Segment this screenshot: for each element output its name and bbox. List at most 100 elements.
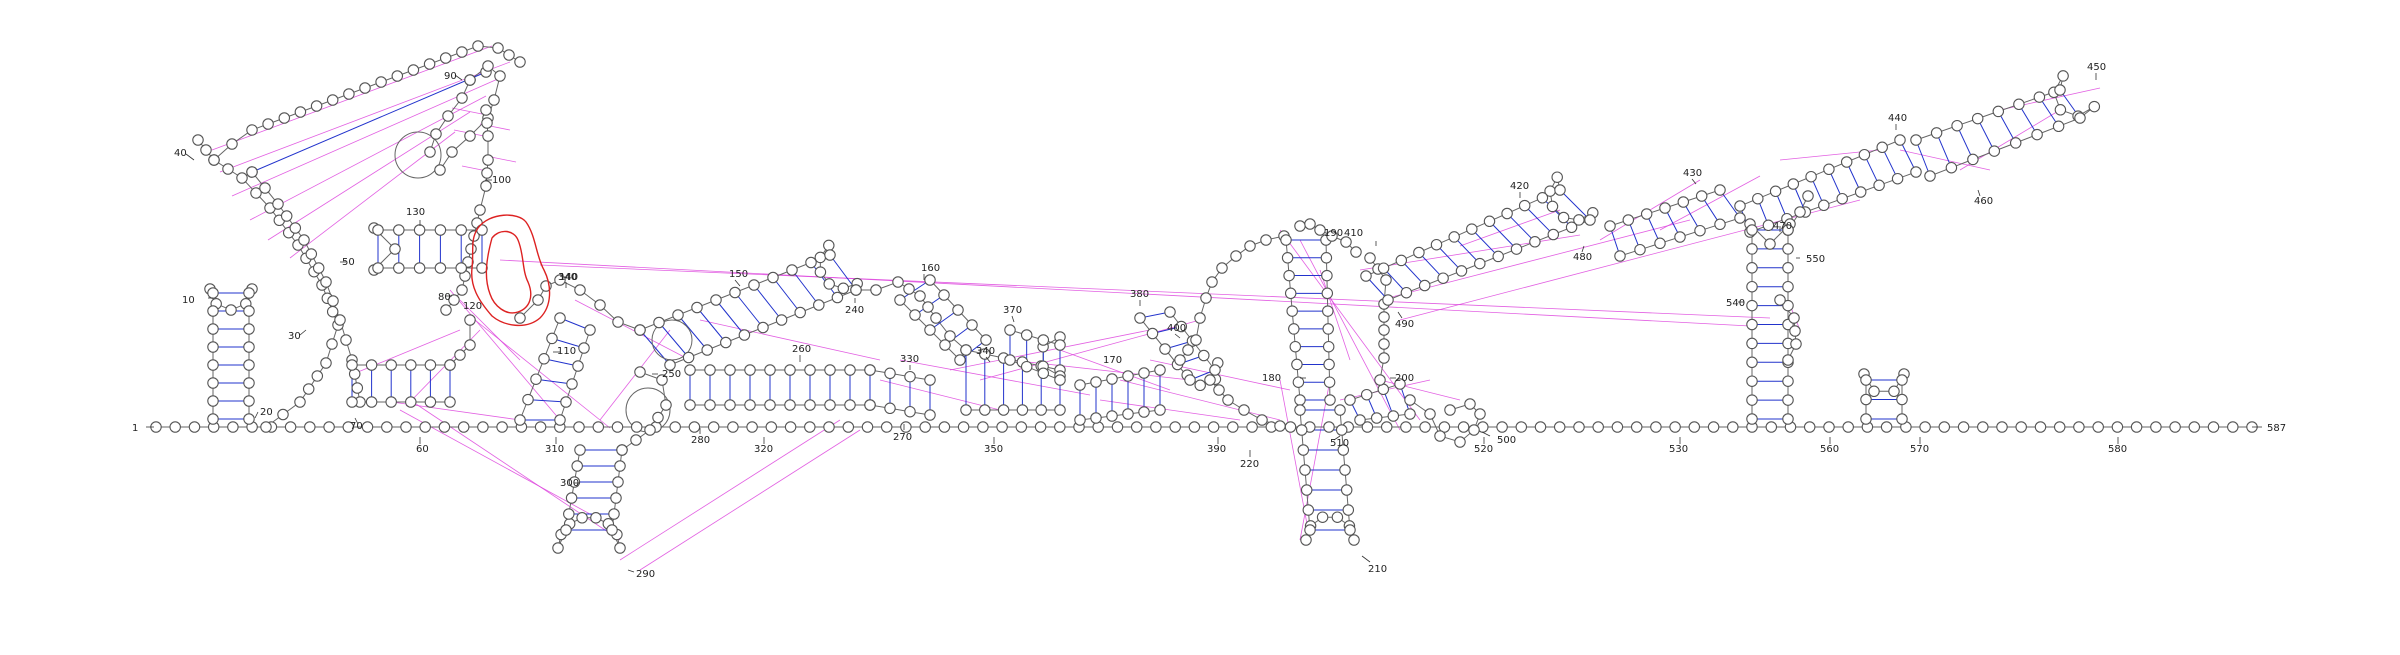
nucleotide xyxy=(804,421,816,433)
nucleotide xyxy=(554,414,566,426)
nucleotide xyxy=(1860,413,1872,425)
base-pair xyxy=(1881,147,1899,179)
nucleotide xyxy=(1557,211,1570,224)
backbone-segment xyxy=(1325,239,1331,401)
nucleotide xyxy=(2188,421,2201,433)
nucleotides xyxy=(150,40,2258,554)
nucleotide xyxy=(423,58,436,70)
nucleotide xyxy=(1437,272,1449,284)
nucleotide xyxy=(804,399,816,411)
nucleotide xyxy=(1842,421,1854,433)
pos-label-350: 350 xyxy=(984,444,1003,455)
nucleotide xyxy=(464,339,476,351)
nucleotide xyxy=(824,364,836,376)
position-tick xyxy=(1691,178,1697,185)
nucleotide xyxy=(1536,192,1549,204)
nucleotide xyxy=(630,434,642,446)
nucleotide xyxy=(444,396,456,408)
nucleotide xyxy=(482,130,494,142)
nucleotide xyxy=(1977,421,1989,433)
nucleotide xyxy=(1896,413,1908,425)
nucleotide xyxy=(563,508,575,520)
nucleotide xyxy=(1695,190,1708,202)
backbone-segment xyxy=(1359,413,1411,421)
nucleotide xyxy=(669,421,681,433)
nucleotide xyxy=(1573,421,1585,433)
nucleotide xyxy=(1764,238,1776,250)
nucleotide xyxy=(477,421,489,433)
nucleotide xyxy=(765,421,778,433)
nucleotide xyxy=(1430,238,1443,251)
position-tick xyxy=(627,569,635,573)
pos-label-180: 180 xyxy=(1262,373,1281,384)
nucleotide xyxy=(924,409,936,421)
nucleotide xyxy=(1354,414,1366,426)
nucleotide xyxy=(302,383,315,395)
nucleotide xyxy=(1342,504,1355,516)
nucleotide xyxy=(1746,318,1758,331)
long-range-link xyxy=(1379,379,1461,401)
nucleotide xyxy=(980,334,992,346)
nucleotide xyxy=(1988,145,2001,157)
nucleotide xyxy=(1592,421,1604,433)
nucleotide xyxy=(1382,294,1394,306)
nucleotide xyxy=(472,40,484,52)
nucleotide xyxy=(566,378,578,390)
nucleotide xyxy=(1378,311,1390,323)
nucleotide xyxy=(903,283,915,295)
nucleotide xyxy=(1294,404,1306,416)
nucleotide xyxy=(608,508,620,520)
nucleotide xyxy=(614,460,626,472)
nucleotide xyxy=(326,94,339,106)
nucleotide xyxy=(1400,421,1412,433)
pos-label-70: 70 xyxy=(350,421,363,432)
nucleotide xyxy=(1256,414,1268,426)
nucleotide xyxy=(1015,421,1028,433)
nucleotide xyxy=(1337,444,1350,456)
nucleotide xyxy=(1547,228,1560,241)
nucleotide xyxy=(1891,172,1904,185)
nucleotide xyxy=(1894,134,1906,146)
nucleotide xyxy=(1444,404,1456,416)
long-range-link xyxy=(574,299,691,361)
pos-label-560: 560 xyxy=(1820,444,1839,455)
nucleotide xyxy=(1630,421,1643,433)
nucleotide xyxy=(786,264,798,276)
nucleotide xyxy=(454,349,466,361)
nucleotide xyxy=(1746,337,1758,350)
nucleotide xyxy=(892,276,904,288)
nucleotide xyxy=(1769,185,1782,198)
nucleotide xyxy=(1782,262,1794,274)
nucleotide xyxy=(1418,279,1431,292)
nucleotide xyxy=(996,421,1008,433)
nucleotide xyxy=(514,312,526,324)
nucleotide xyxy=(565,492,578,504)
nucleotide xyxy=(208,154,220,166)
nucleotide xyxy=(534,421,547,433)
nucleotide xyxy=(1339,464,1351,476)
backbone-segment xyxy=(869,369,931,381)
nucleotide xyxy=(312,262,325,274)
nucleotide xyxy=(1288,323,1300,335)
nucleotide xyxy=(1823,421,1835,433)
nucleotide xyxy=(1182,344,1194,356)
nucleotide xyxy=(1896,393,1908,406)
long-range-link xyxy=(469,315,611,429)
nucleotide xyxy=(304,421,316,433)
nucleotide xyxy=(1860,374,1872,386)
nucleotide xyxy=(446,146,458,158)
long-range-link xyxy=(1379,219,1691,301)
nucleotide xyxy=(764,364,776,376)
nucleotide xyxy=(1840,156,1853,168)
base-pair xyxy=(1524,205,1554,235)
nucleotide xyxy=(2031,128,2043,141)
base-pair xyxy=(1418,252,1444,279)
nucleotide xyxy=(2169,421,2181,433)
base-pair xyxy=(2018,104,2038,135)
base-pair xyxy=(1453,236,1481,264)
nucleotide xyxy=(250,187,262,199)
nucleotide xyxy=(1159,343,1171,355)
base-pair xyxy=(1936,132,1952,168)
nucleotide xyxy=(824,399,836,411)
